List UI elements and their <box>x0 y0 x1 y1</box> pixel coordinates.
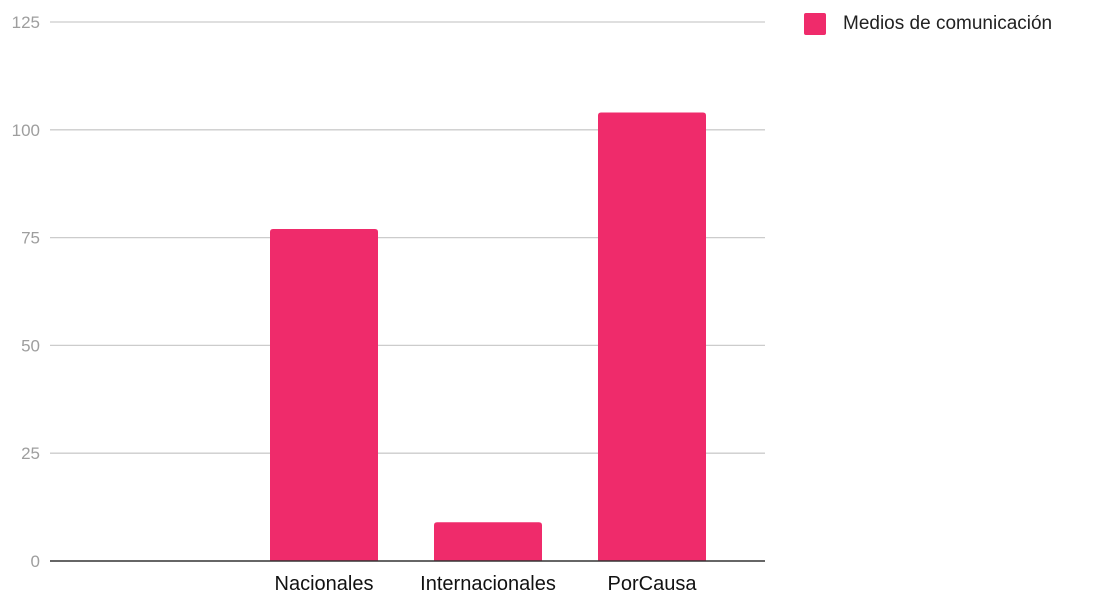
legend-label: Medios de comunicación <box>843 13 1052 34</box>
y-axis-tick-labels: 0 25 50 75 100 125 <box>12 13 40 571</box>
y-tick-label-50: 50 <box>21 336 40 355</box>
bar-nacionales <box>270 228 378 561</box>
legend: Medios de comunicación <box>804 13 1052 35</box>
y-tick-label-75: 75 <box>21 229 40 248</box>
x-tick-label-internacionales: Internacionales <box>420 573 556 594</box>
y-tick-label-25: 25 <box>21 444 40 463</box>
x-tick-label-nacionales: Nacionales <box>275 573 374 594</box>
legend-swatch <box>804 13 826 35</box>
bar-internacionales <box>434 522 542 561</box>
bar-porcausa <box>598 112 706 561</box>
bars <box>270 112 706 561</box>
x-tick-label-porcausa: PorCausa <box>608 573 698 594</box>
y-tick-label-100: 100 <box>12 121 40 140</box>
x-axis-tick-labels: Nacionales Internacionales PorCausa <box>275 573 698 594</box>
y-tick-label-0: 0 <box>31 552 40 571</box>
y-tick-label-125: 125 <box>12 13 40 32</box>
